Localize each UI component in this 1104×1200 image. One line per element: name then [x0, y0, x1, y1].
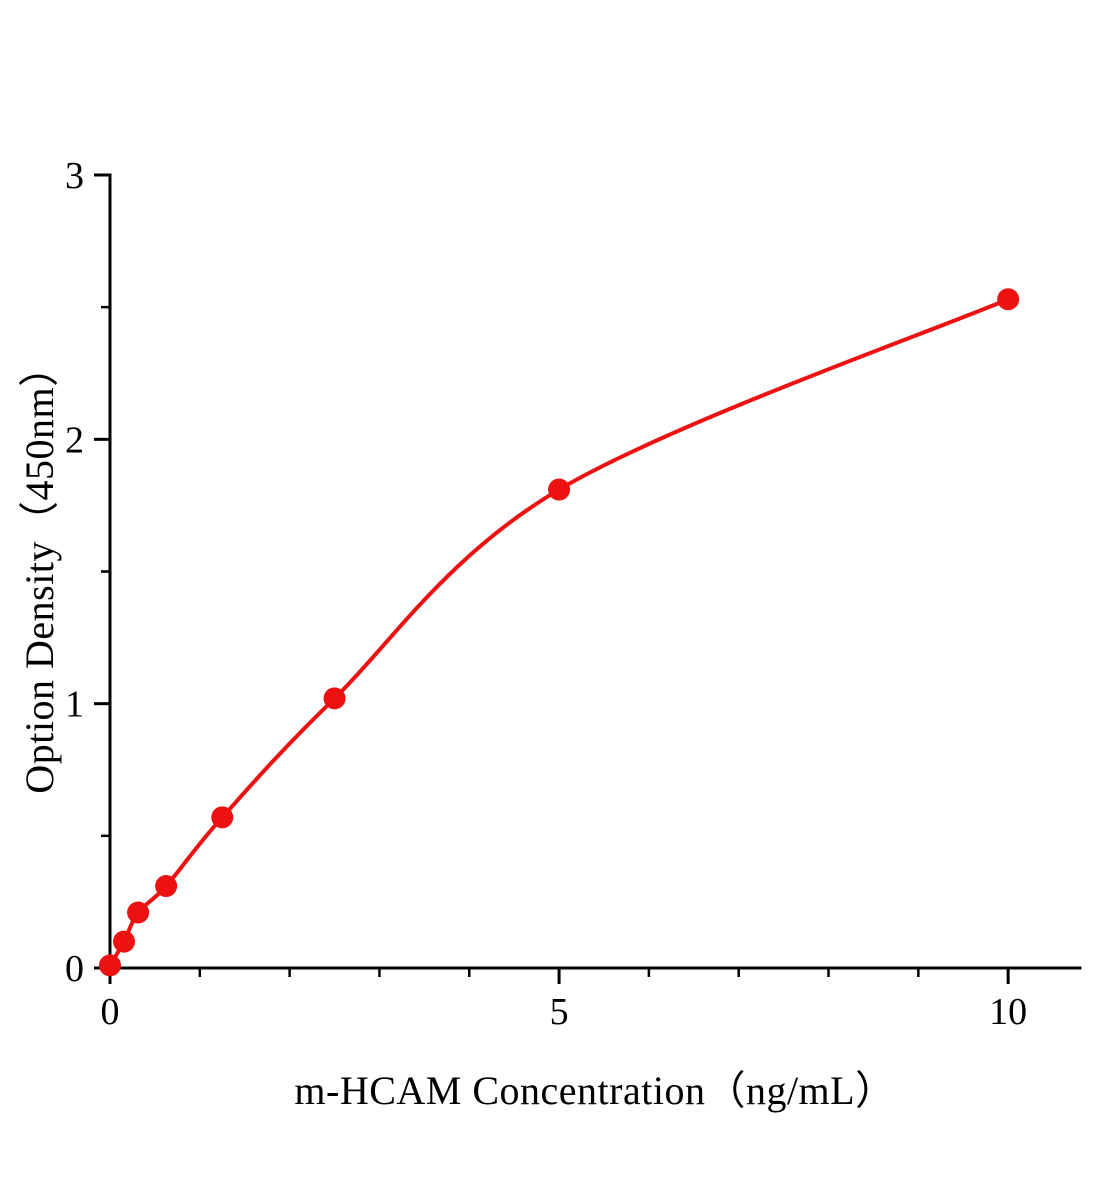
y-tick-label: 3: [65, 155, 84, 197]
y-tick-label: 1: [65, 684, 84, 726]
y-tick-label: 0: [65, 948, 84, 990]
fit-curve: [108, 297, 1011, 968]
data-point: [997, 288, 1020, 311]
y-tick-label: 2: [65, 419, 84, 461]
data-point: [323, 687, 346, 710]
data-point: [155, 875, 178, 898]
data-point: [113, 930, 136, 953]
x-tick-label: 10: [989, 991, 1027, 1033]
data-point: [127, 901, 150, 924]
axis-lines: [108, 173, 1082, 970]
x-tick-label: 5: [550, 991, 569, 1033]
data-point: [99, 954, 121, 977]
x-tick-label: 0: [101, 991, 120, 1033]
y-axis-label: Option Density（450nm）: [17, 346, 62, 794]
x-axis-label: m-HCAM Concentration（ng/mL）: [294, 1068, 896, 1113]
data-point: [548, 478, 571, 501]
data-point: [211, 806, 234, 829]
